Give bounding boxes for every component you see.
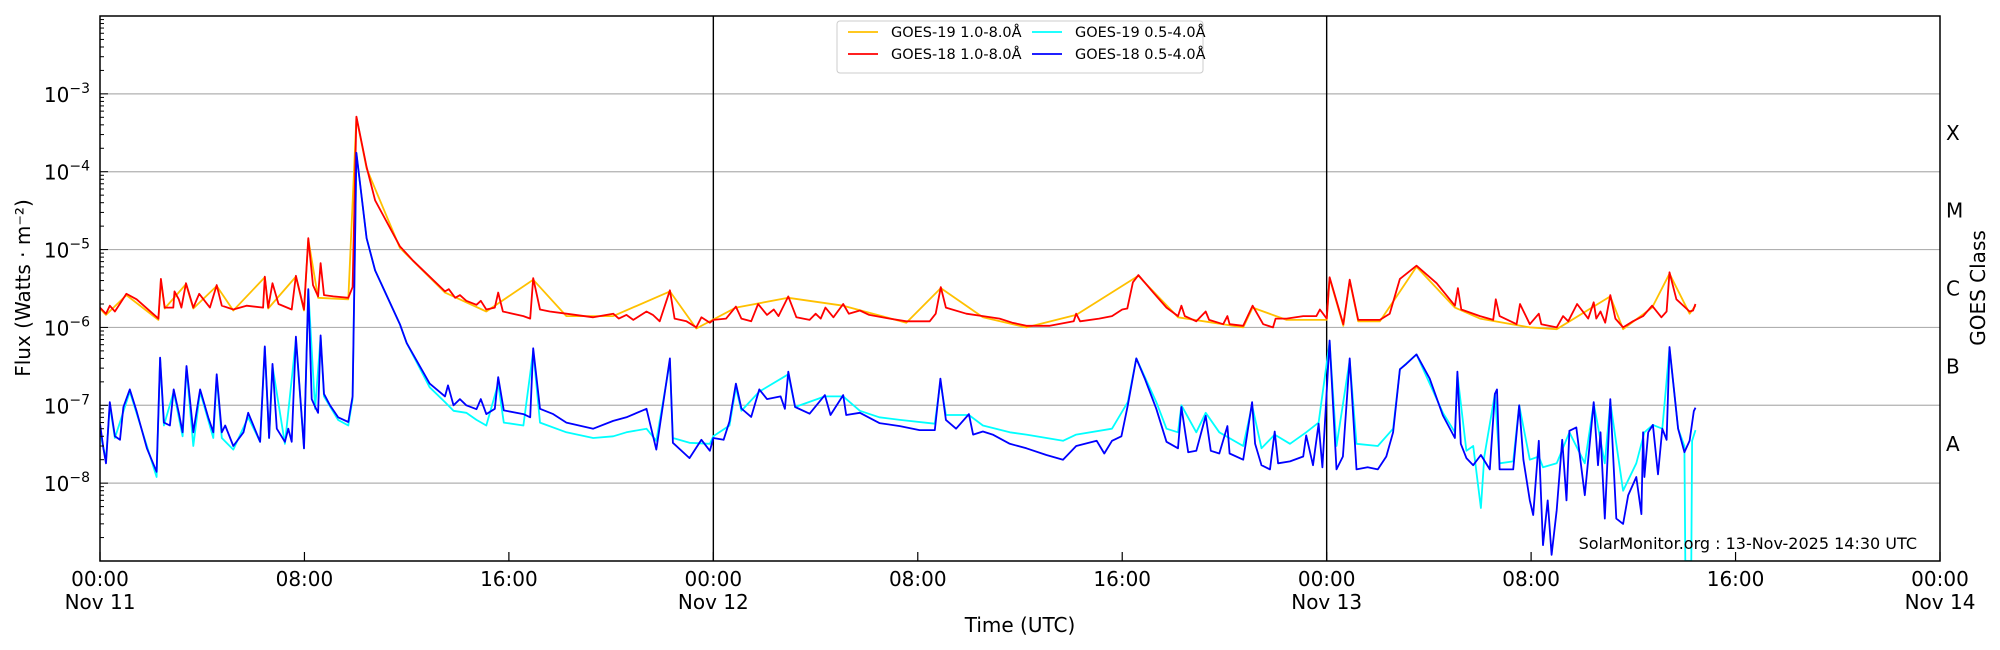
y-tick-label: 10−5 — [44, 237, 90, 263]
x-tick-label: 00:00 — [685, 567, 743, 591]
legend-label: GOES-18 1.0-8.0Å — [891, 46, 1022, 63]
source-annotation: SolarMonitor.org : 13-Nov-2025 14:30 UTC — [1579, 534, 1917, 553]
x-tick-date-label: Nov 14 — [1905, 590, 1976, 614]
x-tick-date-label: Nov 12 — [678, 590, 749, 614]
legend-box — [836, 20, 1204, 74]
legend: GOES-19 1.0-8.0Å GOES-18 1.0-8.0Å GOES-19 … — [836, 20, 1206, 74]
legend-label: GOES-19 0.5-4.0Å — [1075, 24, 1206, 41]
series-line-goes-18-0-5-4-0- — [100, 151, 1697, 556]
goes-class-B: B — [1946, 354, 1960, 378]
axis-ticks — [99, 19, 1941, 562]
grid-lines — [100, 93, 1940, 484]
y-tick-labels: 10−3 10−4 10−5 10−6 10−7 10−8 — [44, 81, 90, 496]
x-tick-label: 16:00 — [480, 567, 538, 591]
x-tick-label: 08:00 — [276, 567, 334, 591]
y-axis-right-label: GOES Class — [1966, 230, 1990, 346]
series-lines — [100, 115, 1697, 561]
series-line-goes-19-0-5-4-0- — [100, 152, 1697, 561]
y-axis-label: Flux (Watts · m⁻²) — [11, 199, 35, 377]
x-tick-label: 00:00 — [1911, 567, 1969, 591]
x-tick-label: 08:00 — [889, 567, 947, 591]
day-separator-lines — [712, 16, 1328, 561]
y-tick-label: 10−8 — [44, 470, 90, 496]
goes-class-C: C — [1946, 277, 1960, 301]
y-tick-label: 10−6 — [44, 314, 90, 340]
y-tick-label: 10−4 — [44, 159, 90, 185]
x-tick-label: 16:00 — [1093, 567, 1151, 591]
y-tick-label: 10−7 — [44, 392, 90, 418]
goes-class-M: M — [1946, 199, 1963, 223]
x-tick-label: 08:00 — [1502, 567, 1560, 591]
x-tick-label: 16:00 — [1707, 567, 1765, 591]
series-line-goes-18-1-0-8-0- — [100, 115, 1697, 329]
legend-label: GOES-18 0.5-4.0Å — [1075, 46, 1206, 63]
goes-class-A: A — [1946, 432, 1960, 456]
x-tick-label: 00:00 — [1298, 567, 1356, 591]
x-tick-label: 00:00 — [71, 567, 129, 591]
x-tick-date-label: Nov 13 — [1291, 590, 1362, 614]
y-tick-label: 10−3 — [44, 81, 90, 107]
legend-label: GOES-19 1.0-8.0Å — [891, 24, 1022, 41]
plot-frame — [99, 15, 1941, 562]
goes-class-X: X — [1946, 121, 1960, 145]
x-axis-label: Time (UTC) — [964, 613, 1076, 637]
goes-class-labels: X M C B A — [1946, 121, 1963, 456]
x-tick-date-label: Nov 11 — [65, 590, 136, 614]
